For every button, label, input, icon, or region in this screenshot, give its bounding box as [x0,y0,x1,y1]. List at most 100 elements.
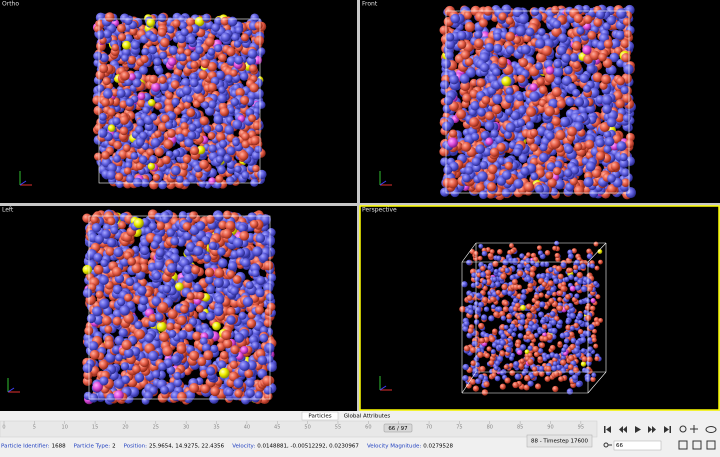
particle [226,47,236,57]
particle [572,88,581,98]
particle [168,45,179,55]
particle [460,50,470,60]
particle [106,170,117,180]
particle [200,59,210,69]
particle [525,252,531,258]
particle [116,297,126,307]
particle [159,51,167,60]
particle [486,182,497,192]
particle [160,385,169,395]
particle [619,153,628,162]
particle [99,298,110,310]
particle [217,93,228,104]
particle [93,152,103,161]
particle [464,21,475,33]
particle [151,82,161,92]
particle [129,27,138,36]
particle [193,283,202,293]
particle [189,78,199,88]
particle [201,101,210,109]
particle [124,161,133,170]
particle [573,185,585,196]
particle [213,44,223,53]
particle [616,76,626,86]
particle [153,57,162,67]
particle [218,86,226,94]
particle [184,137,194,148]
particle [103,89,113,99]
particle [132,78,142,88]
particle [167,57,177,67]
particle [551,5,560,14]
particle [168,329,177,338]
particle [447,178,459,189]
particle [552,385,559,393]
particle [214,294,225,305]
particle [478,18,488,28]
particle [134,329,146,340]
particle [100,258,109,268]
particle [267,273,277,282]
particle [257,169,267,180]
particle [221,330,232,341]
particle [241,171,250,180]
particle [101,229,111,239]
particle [158,362,167,371]
particle [616,8,627,19]
particle [235,87,245,98]
particle [520,166,530,176]
particle [112,266,122,277]
particle [113,154,121,163]
particle [504,161,513,170]
particle [623,29,632,38]
particle [593,17,603,27]
particle [206,366,216,376]
particle [158,76,167,84]
particle [623,64,634,75]
particle [580,361,587,367]
particle [234,55,244,65]
particle [214,267,225,279]
particle [242,296,254,307]
particle [606,15,616,26]
particle [151,370,161,379]
particle [98,112,107,121]
particle [246,318,257,329]
particle [549,344,556,351]
particle [233,378,244,389]
particle [180,304,189,314]
particle [572,60,581,70]
particle [461,281,468,288]
particle [544,250,551,256]
particle [123,167,132,175]
particle [106,237,117,248]
particle [139,295,149,306]
particle [158,302,169,313]
particle [92,306,103,317]
particle [146,18,156,28]
particle [505,94,515,104]
particle [239,72,249,81]
particle [557,296,563,303]
particle [162,284,172,294]
particle [484,42,494,52]
particle [226,315,236,325]
particle [476,78,486,88]
particle [176,175,184,184]
particle [207,82,217,92]
particle [443,165,453,175]
particle [621,52,631,63]
particle [485,111,495,121]
particle [564,144,574,154]
particle [490,129,499,138]
particle [119,115,130,125]
particle [149,33,158,43]
particle [227,16,238,27]
particle [152,271,162,281]
particle [241,140,250,149]
particle [119,126,129,136]
particle [499,383,506,390]
particle [441,121,452,132]
particle [481,389,489,396]
particle [505,87,514,96]
